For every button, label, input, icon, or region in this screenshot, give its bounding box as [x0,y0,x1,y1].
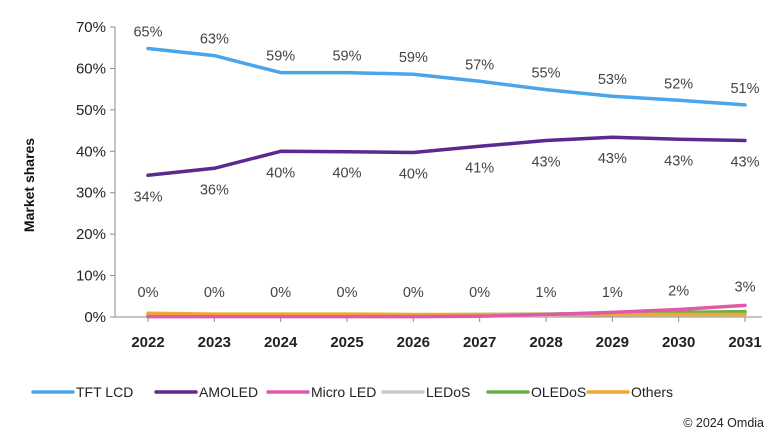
data-label-micro-led: 0% [403,285,424,301]
data-label-amoled: 43% [730,155,759,171]
data-label-tft-lcd: 59% [266,49,295,65]
legend-item-tft-lcd: TFT LCD [31,384,133,400]
data-label-amoled: 43% [664,153,693,169]
data-label-tft-lcd: 52% [664,76,693,92]
legend-item-others: Others [586,384,673,400]
y-tick-label: 10% [76,268,106,285]
data-label-amoled: 43% [598,151,627,167]
axes-layer: 0% 10% 20% 30% 40% 50% 60% 70% 2022 2023 2024 2025 2… [76,19,762,351]
x-tick-label: 2023 [198,334,231,351]
legend-label: OLEDoS [531,384,586,400]
data-label-amoled: 40% [399,167,428,183]
y-tick-label: 0% [84,309,106,326]
data-label-micro-led: 1% [536,285,557,301]
legend-label: Micro LED [311,384,376,400]
data-label-micro-led: 0% [469,285,490,301]
data-label-amoled: 36% [200,182,229,198]
series-lines-layer [146,46,747,319]
legend-label: AMOLED [199,384,258,400]
data-label-amoled: 43% [531,155,560,171]
data-label-tft-lcd: 55% [531,66,560,82]
data-label-amoled: 40% [332,166,361,182]
data-label-amoled: 41% [465,160,494,176]
data-labels-layer: 65% 63% 59% 59% 59% 57% 55% 53% 52% 51% 34% 36% 40% 4… [133,25,759,301]
data-label-tft-lcd: 53% [598,72,627,88]
y-tick-label: 30% [76,185,106,202]
legend-label: TFT LCD [76,384,133,400]
legend: TFT LCD AMOLED Micro LED LEDoS OLEDoS Others [31,384,673,400]
legend-item-ledos: LEDoS [381,384,470,400]
data-label-amoled: 40% [266,165,295,181]
y-tick-label: 20% [76,226,106,243]
series-line-micro-led [146,303,747,319]
y-tick-label: 40% [76,143,106,160]
legend-item-oledos: OLEDoS [486,384,586,400]
series-line-amoled [146,135,747,178]
series-line-tft-lcd [146,46,747,107]
legend-label: Others [631,384,673,400]
data-label-micro-led: 2% [668,284,689,300]
y-tick-label: 50% [76,102,106,119]
x-tick-label: 2022 [131,334,164,351]
x-tick-label: 2024 [264,334,298,351]
data-label-micro-led: 0% [270,285,291,301]
data-label-tft-lcd: 59% [332,49,361,65]
data-label-micro-led: 3% [735,279,756,295]
x-tick-label: 2028 [529,334,562,351]
x-tick-label: 2027 [463,334,496,351]
x-tick-label: 2030 [662,334,695,351]
data-label-tft-lcd: 63% [200,32,229,48]
y-tick-label: 70% [76,19,106,36]
data-label-micro-led: 0% [337,285,358,301]
data-label-tft-lcd: 65% [133,25,162,41]
data-label-tft-lcd: 59% [399,50,428,66]
data-label-amoled: 34% [133,189,162,205]
data-label-micro-led: 1% [602,285,623,301]
x-tick-label: 2029 [596,334,629,351]
y-tick-label: 60% [76,60,106,77]
y-axis-label: Market shares [21,138,37,232]
data-label-micro-led: 0% [138,285,159,301]
data-label-tft-lcd: 51% [730,81,759,97]
copyright-notice: © 2024 Omdia [683,416,764,430]
legend-item-micro-led: Micro LED [266,384,376,400]
series-line-others [146,311,747,317]
x-tick-label: 2031 [728,334,761,351]
x-tick-label: 2026 [397,334,430,351]
legend-item-amoled: AMOLED [154,384,258,400]
x-tick-label: 2025 [330,334,363,351]
data-label-micro-led: 0% [204,285,225,301]
legend-label: LEDoS [426,384,470,400]
data-label-tft-lcd: 57% [465,57,494,73]
